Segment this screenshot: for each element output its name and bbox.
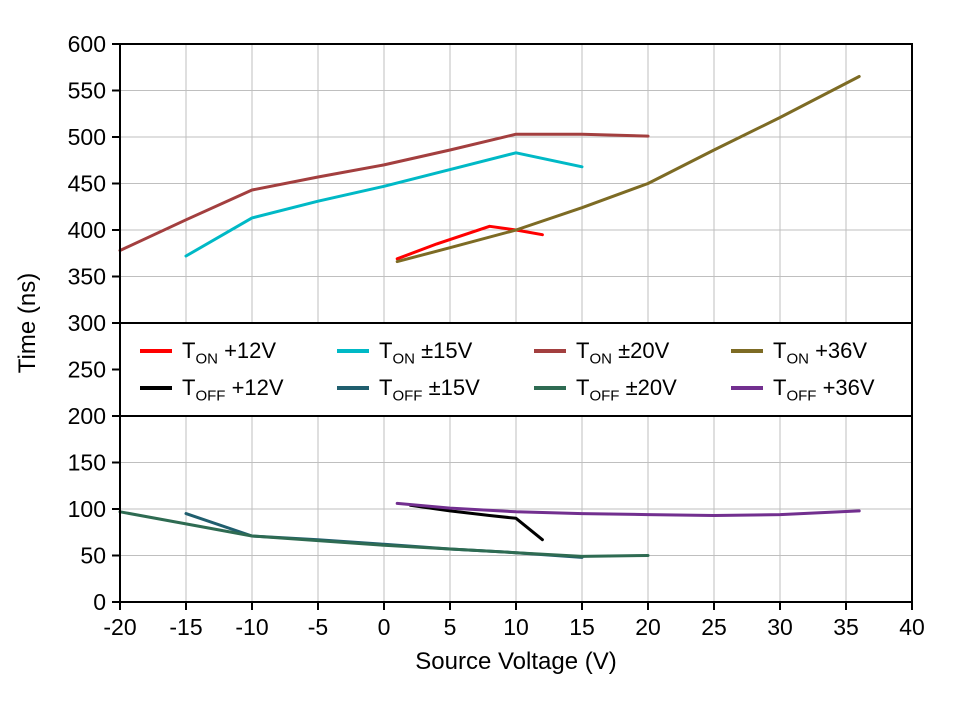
y-tick-label: 450	[68, 171, 106, 197]
legend-item: TOFF +36V	[713, 375, 910, 405]
legend-item: TOFF ±20V	[516, 375, 713, 405]
x-tick-label: 30	[767, 614, 793, 640]
legend-swatch	[731, 348, 763, 353]
x-tick-label: -10	[235, 614, 268, 640]
legend-label: TOFF +36V	[773, 375, 875, 405]
legend-swatch	[140, 386, 172, 391]
legend-label: TOFF ±15V	[379, 375, 480, 405]
y-tick-label: 300	[68, 310, 106, 336]
y-tick-label: 400	[68, 217, 106, 243]
series-line	[395, 224, 544, 261]
series-line	[408, 503, 544, 542]
legend-swatch	[337, 348, 369, 353]
x-tick-label: -15	[169, 614, 202, 640]
y-tick-label: 0	[93, 589, 106, 615]
y-tick-label: 250	[68, 357, 106, 383]
series-line	[184, 151, 584, 258]
legend-swatch	[140, 348, 172, 353]
series-line	[395, 501, 861, 517]
legend-label: TON +12V	[182, 337, 277, 368]
y-tick-label: 550	[68, 78, 106, 104]
legend-label: TON ±20V	[576, 337, 670, 368]
y-axis-title: Time (ns)	[14, 272, 41, 374]
x-tick-label: 20	[635, 614, 661, 640]
x-axis-title: Source Voltage (V)	[415, 648, 617, 675]
x-tick-label: 0	[378, 614, 391, 640]
legend-swatch	[731, 386, 763, 391]
legend-item: TOFF +12V	[122, 375, 319, 405]
x-tick-label: 40	[899, 614, 925, 640]
y-tick-label: 50	[80, 543, 106, 569]
legend-swatch	[534, 348, 566, 353]
legend-label: TON ±15V	[379, 337, 473, 368]
legend-band	[120, 323, 912, 416]
legend-label: TON +36V	[773, 337, 868, 368]
y-tick-label: 150	[68, 450, 106, 476]
x-tick-label: -5	[308, 614, 328, 640]
legend-swatch	[337, 386, 369, 391]
series-line	[395, 75, 861, 264]
legend-item: TON ±20V	[516, 337, 713, 368]
legend-label: TOFF +12V	[182, 375, 284, 405]
x-tick-label: 5	[444, 614, 457, 640]
legend-item: TON +12V	[122, 337, 319, 368]
x-tick-label: -20	[103, 614, 136, 640]
y-tick-label: 350	[68, 264, 106, 290]
x-tick-label: 15	[569, 614, 595, 640]
x-tick-label: 35	[833, 614, 859, 640]
y-tick-label: 100	[68, 496, 106, 522]
legend-item: TON ±15V	[319, 337, 516, 368]
x-tick-label: 25	[701, 614, 727, 640]
y-tick-label: 500	[68, 124, 106, 150]
legend-item: TOFF ±15V	[319, 375, 516, 405]
series-line	[118, 132, 650, 252]
legend-swatch	[534, 386, 566, 391]
legend-label: TOFF ±20V	[576, 375, 677, 405]
y-tick-label: 200	[68, 403, 106, 429]
y-tick-label: 600	[68, 31, 106, 57]
x-tick-label: 10	[503, 614, 529, 640]
legend: TON +12V TON ±15V TON ±20V TON +36V TOFF +12…	[122, 326, 910, 413]
series-line	[118, 510, 650, 558]
legend-item: TON +36V	[713, 337, 910, 368]
